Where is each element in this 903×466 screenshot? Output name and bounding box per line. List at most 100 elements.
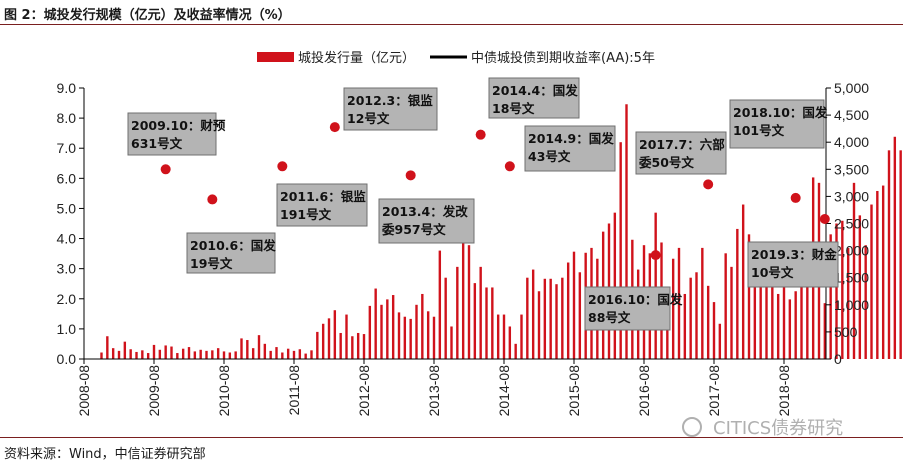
bar [677, 247, 681, 359]
annotations: 2009.10：财预 631号文 2010.6：国发 19号文 2011.6：银监 191… [127, 77, 839, 331]
bar [706, 285, 710, 359]
bar [479, 266, 482, 359]
bar [823, 303, 827, 359]
bar [619, 142, 622, 359]
bar [216, 348, 220, 359]
bar [193, 351, 197, 359]
event-points [160, 122, 830, 261]
figure-title: 图 2：城投发行规模（亿元）及收益率情况（%） [4, 8, 291, 23]
annotation-line-1: 2009.10：财预 [131, 118, 226, 133]
bar [718, 323, 722, 359]
bar [491, 287, 494, 359]
bar [450, 326, 453, 359]
bar [170, 346, 173, 359]
bar [461, 223, 465, 359]
y-right-tick-label: 3,500 [834, 161, 869, 177]
bar [654, 212, 657, 359]
bar [730, 266, 733, 359]
bar [251, 348, 255, 359]
annotation-line-1: 2014.9：国发 [528, 131, 614, 146]
bar [316, 331, 319, 359]
y-right-tick-label: 500 [834, 324, 858, 340]
bar [666, 310, 669, 359]
event-point [277, 161, 288, 172]
annotation-box [635, 131, 727, 175]
bar [269, 350, 272, 359]
event-point [329, 122, 340, 133]
bar [426, 311, 430, 359]
bar [281, 352, 284, 359]
bar [141, 350, 144, 359]
bar [776, 293, 780, 359]
annotation-box [343, 87, 438, 131]
annotation-line-2: 88号文 [588, 310, 631, 325]
bar [345, 314, 348, 359]
annotation-line-1: 2013.4：发改 [382, 204, 468, 219]
y-left-tick-label: 6.0 [57, 170, 77, 186]
bar [263, 343, 267, 359]
annotation-box [729, 99, 825, 149]
y-left-tick-label: 3.0 [57, 261, 77, 277]
bar [671, 258, 675, 359]
bar [625, 104, 628, 359]
annotation-line-2: 43号文 [528, 149, 571, 164]
bar [531, 269, 535, 359]
bar [566, 262, 570, 359]
bar [117, 350, 121, 359]
y-left-tick-label: 0.0 [57, 351, 77, 367]
bar [386, 299, 389, 359]
bar [415, 304, 418, 359]
bar [788, 299, 792, 359]
wechat-icon [682, 417, 702, 437]
bar [333, 310, 337, 359]
annotation-line-1: 2011.6：银监 [280, 189, 366, 204]
bar [362, 334, 366, 359]
bar [526, 277, 529, 359]
bar [514, 343, 517, 359]
bar [467, 245, 471, 359]
bar [368, 305, 372, 359]
watermark-text: CITICS债券研究 [713, 418, 843, 439]
bar [129, 349, 132, 359]
annotation-line-2: 委50号文 [638, 155, 694, 170]
bar [508, 326, 512, 359]
bar [111, 348, 115, 359]
annotation-line-2: 12号文 [347, 111, 390, 126]
bar [771, 283, 774, 359]
bar [356, 332, 360, 359]
bar [683, 293, 687, 359]
y-right-tick-label: 1,000 [834, 297, 869, 313]
title-divider [0, 24, 903, 25]
bar [520, 314, 523, 359]
annotation-box [584, 286, 671, 331]
legend-label-line: 中债城投债到期收益率(AA):5年 [471, 50, 655, 66]
bar [701, 247, 704, 359]
bar [800, 285, 803, 359]
y-left-tick-label: 7.0 [57, 140, 77, 156]
x-tick-label: 2014-08 [496, 365, 512, 417]
x-tick-label: 2017-08 [706, 365, 722, 417]
bar [380, 304, 383, 359]
bar [543, 278, 547, 359]
bar [893, 136, 897, 359]
annotation-line-1: 2017.7：六部 [639, 137, 725, 152]
legend-label-bar: 城投发行量（亿元） [298, 50, 415, 66]
bar [741, 204, 745, 359]
annotation-line-2: 18号文 [492, 101, 535, 116]
y-left-tick-label: 1.0 [57, 321, 77, 337]
bar [578, 272, 582, 359]
bar [432, 316, 436, 359]
y-right-tick-label: 2,500 [834, 216, 869, 232]
bar [286, 348, 290, 359]
x-tick-label: 2011-08 [286, 365, 302, 416]
source-divider [0, 437, 903, 438]
bar [397, 312, 401, 359]
y-right-tick-label: 4,500 [834, 107, 869, 123]
annotation-line-2: 10号文 [751, 265, 794, 280]
annotation-line-1: 2018.10：国发 [733, 105, 828, 120]
bar [321, 323, 325, 359]
x-tick-label: 2016-08 [636, 365, 652, 417]
event-point [703, 179, 714, 190]
y-right-tick-label: 1,500 [834, 270, 869, 286]
